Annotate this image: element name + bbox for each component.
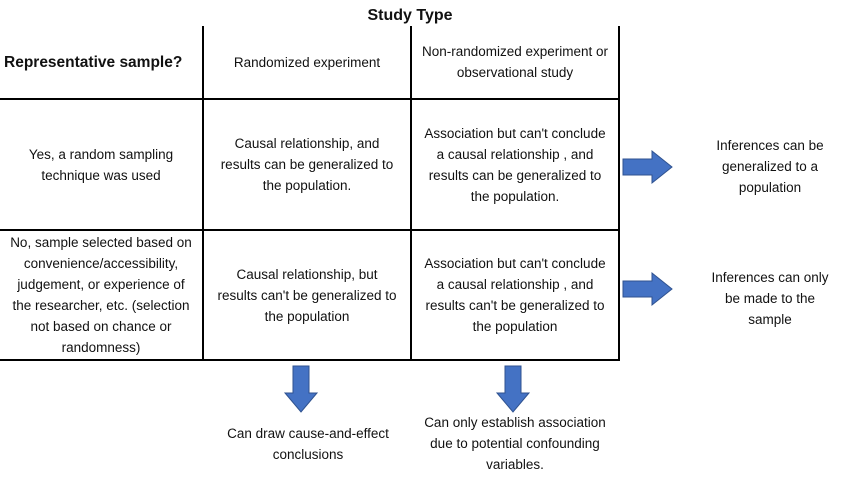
grid-line-h2: [0, 229, 620, 231]
row2-randomized-line: results can't be generalized to: [217, 287, 397, 303]
header-col-randomized: Randomized experiment: [204, 26, 410, 98]
row2-randomized-line: the population: [264, 308, 350, 324]
row1-nonrandomized-line: a causal relationship , and: [436, 146, 594, 162]
row1-nonrandomized-line: the population.: [470, 188, 560, 204]
row2-label-line: convenience/accessibility,: [23, 256, 179, 271]
row1-label-line: Yes, a random sampling: [28, 146, 174, 162]
row2-label-line: randomness): [61, 340, 141, 355]
conclusion-randomized-line: Can draw cause-and-effect: [227, 426, 389, 441]
row2-nonrandomized-line: results can't be generalized to: [425, 298, 605, 313]
inference-sample-only-line: Inferences can only: [711, 269, 829, 285]
down-arrow-icon: [495, 365, 531, 413]
row2-randomized: Causal relationship, but results can't b…: [204, 231, 410, 359]
row2-nonrandomized: Association but can't conclude a causal …: [412, 231, 618, 359]
row2-nonrandomized-line: Association but can't conclude: [424, 256, 606, 271]
conclusion-nonrandomized-line: variables.: [486, 456, 544, 472]
row1-label: Yes, a random sampling technique was use…: [0, 100, 202, 229]
row2-nonrandomized-line: the population: [472, 319, 558, 334]
header-col-nonrandomized-line1: Non-randomized experiment or: [421, 44, 609, 59]
row1-label-line: technique was used: [41, 167, 161, 183]
grid-line-h3: [0, 359, 620, 361]
diagram-title-text: Study Type: [367, 6, 453, 24]
row1-nonrandomized: Association but can't conclude a causal …: [412, 100, 618, 229]
conclusion-nonrandomized-line: Can only establish association: [424, 414, 606, 430]
row2-label-line: judgement, or experience of: [17, 277, 185, 292]
row2-label: No, sample selected based on convenience…: [0, 231, 202, 359]
row2-label-line: the researcher, etc. (selection: [12, 298, 190, 313]
inference-sample-only: Inferences can only be made to the sampl…: [690, 262, 841, 334]
inference-sample-only-line: sample: [748, 311, 792, 327]
row1-randomized: Causal relationship, and results can be …: [204, 100, 410, 229]
header-row-label: Representative sample?: [0, 26, 202, 98]
row2-label-line: No, sample selected based on: [10, 235, 192, 250]
right-arrow-icon: [622, 271, 673, 307]
inference-generalized: Inferences can be generalized to a popul…: [690, 130, 841, 202]
row1-nonrandomized-line: Association but can't conclude: [424, 125, 606, 141]
row2-nonrandomized-line: a causal relationship , and: [436, 277, 594, 292]
header-col-randomized-text: Randomized experiment: [233, 54, 381, 70]
row2-randomized-line: Causal relationship, but: [236, 266, 378, 282]
grid-line-h1: [0, 98, 620, 100]
right-arrow-icon: [622, 149, 673, 185]
conclusion-nonrandomized-line: due to potential confounding: [430, 435, 600, 451]
inference-generalized-line: population: [738, 179, 802, 195]
grid-line-v2: [410, 26, 412, 361]
conclusion-randomized-line: conclusions: [272, 447, 344, 462]
row1-nonrandomized-line: results can be generalized to: [428, 167, 602, 183]
row1-randomized-line: Causal relationship, and: [234, 136, 380, 151]
header-col-nonrandomized-line2: observational study: [456, 65, 574, 80]
inference-generalized-line: Inferences can be: [716, 137, 824, 153]
diagram-title: Study Type: [330, 4, 490, 26]
conclusion-nonrandomized: Can only establish association due to po…: [410, 411, 620, 475]
inference-sample-only-line: be made to the: [724, 290, 816, 306]
conclusion-randomized: Can draw cause-and-effect conclusions: [204, 422, 412, 466]
header-col-nonrandomized: Non-randomized experiment or observation…: [412, 30, 618, 94]
row2-label-line: not based on chance or: [30, 319, 172, 334]
inference-generalized-line: generalized to a: [721, 158, 819, 174]
grid-line-v1: [202, 26, 204, 361]
header-row-label-text: Representative sample?: [4, 53, 183, 71]
down-arrow-icon: [283, 365, 319, 413]
row1-randomized-line: results can be generalized to: [220, 157, 394, 172]
grid-line-v3: [618, 26, 620, 361]
row1-randomized-line: the population.: [262, 178, 352, 193]
